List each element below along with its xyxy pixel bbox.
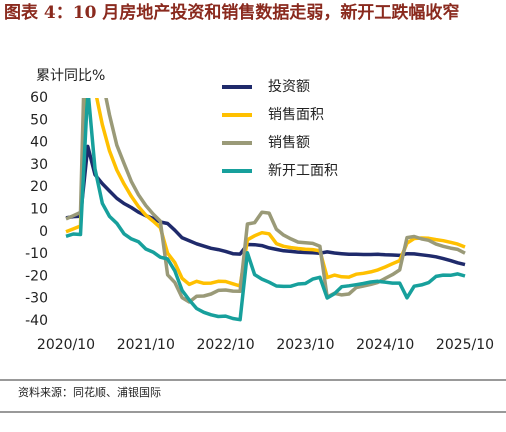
y-tick-label: 60 bbox=[30, 90, 48, 106]
x-tick-label: 2025/10 bbox=[436, 337, 494, 353]
legend-label: 新开工面积 bbox=[268, 163, 338, 179]
series-line bbox=[65, 98, 466, 304]
x-tick-label: 2021/10 bbox=[117, 337, 175, 353]
plot-area bbox=[65, 98, 466, 322]
legend-label: 投资额 bbox=[268, 79, 310, 95]
legend-label: 销售面积 bbox=[268, 107, 324, 123]
series-line bbox=[65, 98, 466, 322]
y-tick-label: 40 bbox=[30, 135, 48, 151]
x-tick-label: 2024/10 bbox=[356, 337, 414, 353]
chart-title: 图表 4：10 月房地产投资和销售数据走弱，新开工跌幅收窄 bbox=[4, 3, 460, 23]
y-tick-label: 20 bbox=[30, 179, 48, 195]
x-tick-label: 2023/10 bbox=[276, 337, 334, 353]
y-tick-label: 0 bbox=[39, 224, 48, 240]
y-axis-label: 累计同比% bbox=[36, 68, 105, 84]
y-tick-label: 10 bbox=[30, 202, 48, 218]
y-tick-label: -40 bbox=[25, 313, 48, 329]
legend-label: 销售额 bbox=[268, 135, 310, 151]
series-line bbox=[65, 144, 466, 267]
x-tick-label: 2022/10 bbox=[197, 337, 255, 353]
y-tick-label: -30 bbox=[25, 291, 48, 307]
x-tick-label: 2020/10 bbox=[37, 337, 95, 353]
y-tick-label: 50 bbox=[30, 112, 48, 128]
y-tick-label: -20 bbox=[25, 268, 48, 284]
y-tick-label: -10 bbox=[25, 246, 48, 262]
y-tick-label: 30 bbox=[30, 157, 48, 173]
series-line bbox=[65, 98, 466, 288]
source: 资料来源：同花顺、浦银国际 bbox=[18, 385, 161, 399]
